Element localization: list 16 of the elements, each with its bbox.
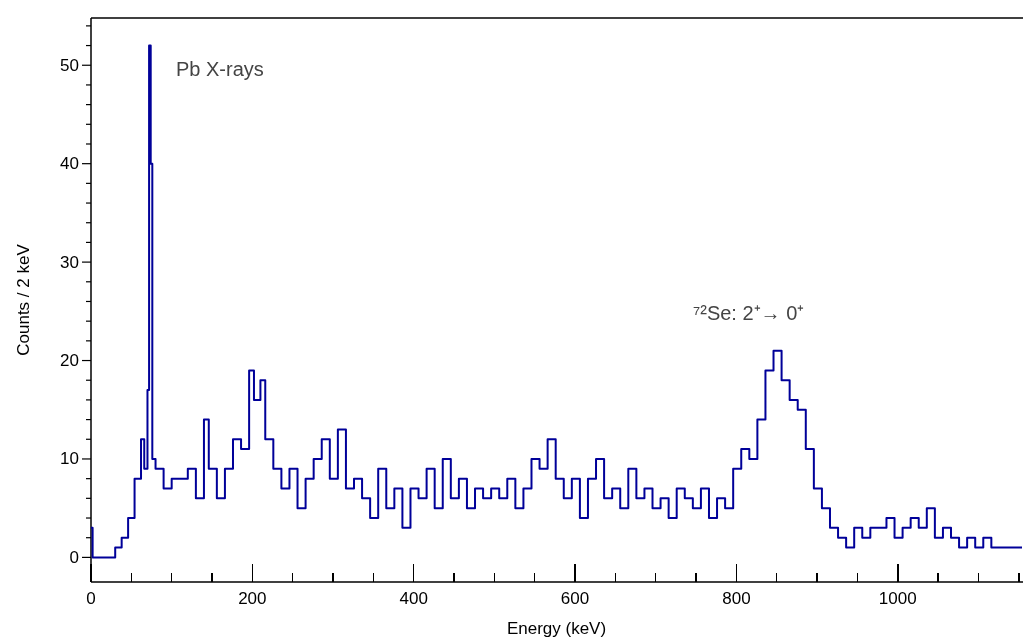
annotation: Pb X-rays [176,58,264,80]
x-tick-label: 400 [399,589,428,608]
y-tick-label: 0 [69,547,79,567]
x-tick-label: 1000 [878,589,917,608]
x-tick-label: 800 [722,589,751,608]
y-tick-label: 40 [60,154,79,174]
x-tick-label: 0 [86,589,96,608]
y-axis-title: Counts / 2 keV [14,243,33,356]
annotation: ⁷²Se: 2⁺→ 0⁺ [693,302,805,324]
y-tick-label: 20 [60,351,79,371]
x-axis-title: Energy (keV) [506,619,607,638]
y-tick-label: 10 [60,449,79,469]
y-tick-label: 50 [60,55,79,75]
x-tick-label: 600 [560,589,590,608]
y-tick-label: 30 [60,252,79,272]
x-tick-label: 200 [238,589,267,608]
